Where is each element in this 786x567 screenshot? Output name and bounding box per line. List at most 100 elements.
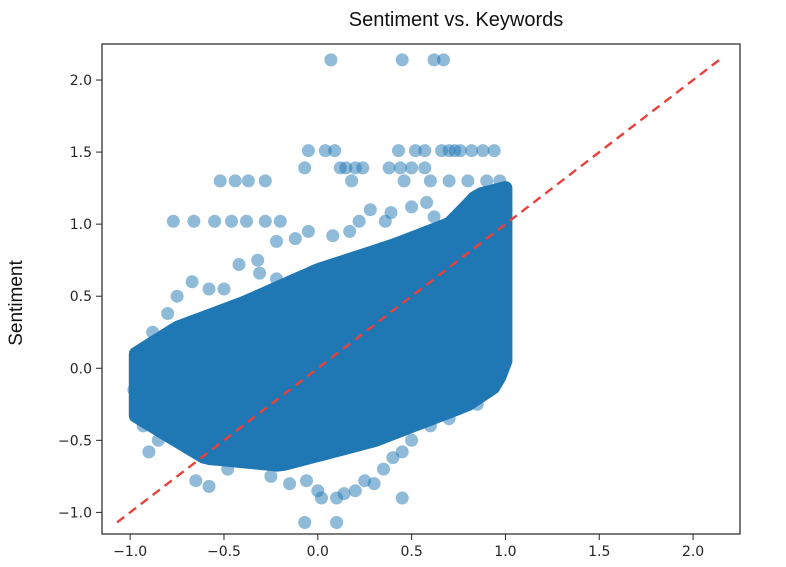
- x-tick-label: 2.0: [682, 544, 704, 560]
- scatter-point: [300, 474, 313, 488]
- scatter-point: [228, 174, 242, 188]
- scatter-point: [170, 289, 184, 303]
- scatter-point: [232, 258, 246, 271]
- scatter-point: [264, 469, 278, 483]
- scatter-point: [343, 224, 357, 238]
- scatter-point: [352, 214, 366, 228]
- y-tick-label: 0.5: [70, 289, 92, 305]
- scatter-point: [301, 224, 315, 238]
- scatter-point: [367, 477, 381, 491]
- scatter-point: [253, 266, 267, 280]
- scatter-point: [187, 214, 201, 228]
- x-tick-label: 0.5: [400, 544, 422, 560]
- scatter-point: [339, 161, 353, 175]
- scatter-point: [420, 196, 434, 209]
- scatter-point: [213, 174, 227, 188]
- scatter-point: [166, 214, 180, 228]
- scatter-point: [283, 477, 297, 491]
- scatter-point: [142, 445, 156, 459]
- plot-area: [116, 53, 722, 529]
- scatter-point: [127, 383, 141, 397]
- scatter-point: [377, 462, 390, 476]
- x-tick-label: 0.0: [307, 544, 329, 560]
- y-tick-label: 2.0: [70, 73, 92, 89]
- scatter-point: [185, 275, 199, 289]
- scatter-point: [427, 210, 441, 224]
- y-tick-label: 1.0: [70, 217, 92, 233]
- scatter-point: [405, 161, 419, 175]
- scatter-point: [202, 479, 216, 493]
- scatter-point: [493, 174, 507, 188]
- scatter-point: [386, 451, 400, 465]
- x-tick-label: 1.0: [494, 544, 516, 560]
- scatter-point: [258, 174, 272, 188]
- scatter-point: [136, 419, 150, 433]
- scatter-point: [384, 206, 398, 220]
- scatter-point: [133, 347, 146, 361]
- axes: −1.0 −0.5 0.0 0.5 1.0 1.5 2.0 −1.0 −0.5 0.0 0.5 1.0…: [58, 43, 741, 560]
- scatter-point: [489, 376, 503, 390]
- scatter-point: [405, 433, 419, 447]
- scatter-point: [427, 53, 441, 67]
- scatter-point: [480, 174, 494, 188]
- scatter-point: [487, 144, 501, 158]
- scatter-point: [202, 282, 216, 296]
- scatter-point: [393, 161, 407, 175]
- scatter-point: [225, 214, 238, 228]
- scatter-point: [348, 484, 362, 498]
- scatter-point: [318, 144, 332, 158]
- x-tick-label: −1.0: [113, 544, 147, 560]
- x-tick-label: −0.5: [207, 544, 241, 560]
- scatter-point-cluster: [128, 181, 513, 472]
- scatter-point: [453, 144, 467, 158]
- scatter-point: [251, 253, 265, 267]
- y-tick-label: −0.5: [58, 433, 92, 449]
- scatter-point: [437, 53, 450, 67]
- scatter-point: [476, 144, 490, 158]
- scatter-point: [382, 161, 396, 175]
- y-tick-label: −1.0: [58, 505, 92, 521]
- scatter-point: [423, 174, 437, 188]
- scatter-point: [273, 214, 287, 228]
- scatter-point: [241, 174, 255, 188]
- y-axis-label: Sentiment: [6, 260, 27, 346]
- scatter-point: [146, 325, 160, 339]
- reference-line: [116, 57, 722, 524]
- scatter-point: [408, 144, 422, 158]
- scatter-point: [151, 433, 165, 447]
- scatter-point: [363, 203, 377, 217]
- scatter-point: [328, 144, 342, 158]
- scatter-point: [442, 412, 456, 426]
- scatter-point: [270, 234, 283, 248]
- scatter-point: [240, 214, 253, 228]
- x-tick-label: 1.5: [588, 544, 610, 560]
- scatter-point: [324, 53, 338, 67]
- scatter-point: [345, 174, 359, 188]
- scatter-point: [189, 474, 203, 488]
- scatter-point: [161, 307, 175, 320]
- scatter-point: [298, 516, 312, 529]
- scatter-point: [397, 174, 411, 188]
- scatter-point: [405, 200, 419, 214]
- scatter-point: [301, 144, 315, 158]
- scatter-point: [221, 462, 235, 476]
- scatter-point: [418, 161, 432, 175]
- scatter-point: [442, 174, 456, 188]
- scatter-point: [298, 161, 312, 175]
- y-tick-label: 0.0: [70, 361, 92, 377]
- scatter-point: [208, 214, 222, 228]
- scatter-point: [461, 174, 475, 188]
- scatter-point: [423, 419, 437, 433]
- plot-frame: [101, 43, 741, 535]
- y-tick-label: 1.5: [70, 145, 92, 161]
- scatter-point: [356, 161, 370, 175]
- scatter-point: [395, 445, 409, 459]
- scatter-point: [395, 491, 409, 505]
- data-layer: [127, 53, 513, 529]
- scatter-point: [288, 232, 302, 246]
- scatter-point: [392, 144, 405, 158]
- scatter-point: [470, 397, 484, 411]
- scatter-point: [270, 272, 283, 286]
- scatter-point: [326, 229, 340, 243]
